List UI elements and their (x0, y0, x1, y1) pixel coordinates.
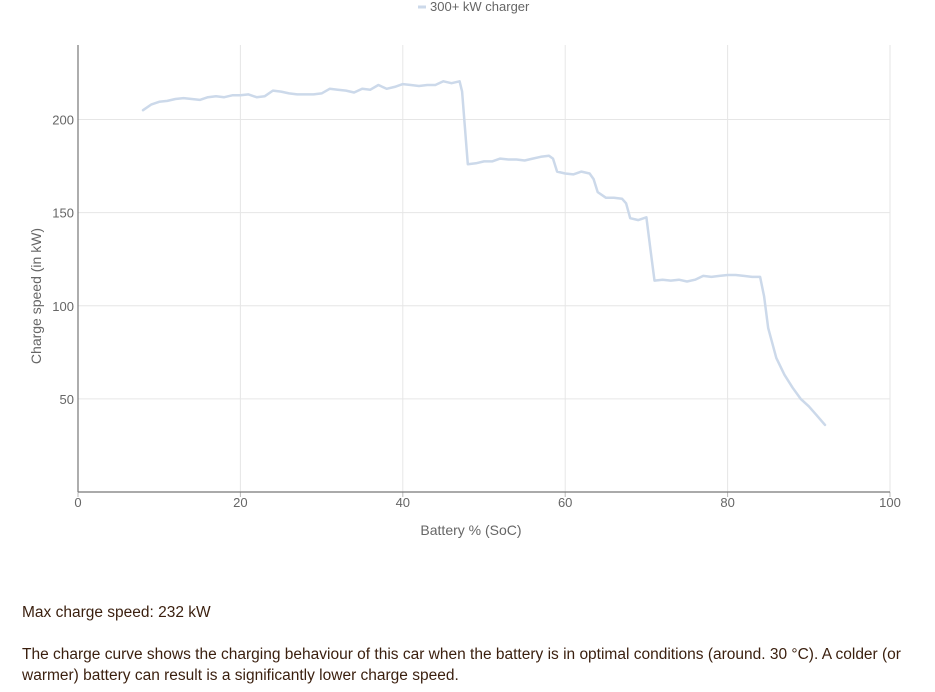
charge-curve-chart: 300+ kW charger 0 20 40 60 80 100 50 100 150 200… (28, 0, 901, 538)
x-tick-label-40: 40 (396, 495, 410, 510)
x-tick-label-0: 0 (74, 495, 81, 510)
x-tick-label-80: 80 (720, 495, 734, 510)
charge-curve-description: The charge curve shows the charging beha… (22, 646, 901, 684)
x-tick-label-60: 60 (558, 495, 572, 510)
y-tick-label-50: 50 (60, 392, 74, 407)
y-tick-label-200: 200 (52, 113, 74, 128)
y-tick-label-150: 150 (52, 206, 74, 221)
x-tick-label-100: 100 (879, 495, 901, 510)
axes (77, 45, 891, 497)
y-axis-title: Charge speed (in kW) (28, 228, 44, 364)
x-tick-label-20: 20 (233, 495, 247, 510)
grid-lines (78, 45, 891, 492)
x-tick-labels: 0 20 40 60 80 100 (74, 495, 900, 510)
y-tick-labels: 50 100 150 200 (52, 113, 74, 407)
y-tick-label-100: 100 (52, 299, 74, 314)
series-line-300-kw-charger[interactable] (141, 80, 827, 427)
legend[interactable]: 300+ kW charger (418, 0, 530, 14)
x-axis-title: Battery % (SoC) (420, 522, 521, 538)
max-charge-speed: Max charge speed: 232 kW (22, 604, 211, 621)
legend-label-series: 300+ kW charger (430, 0, 530, 14)
